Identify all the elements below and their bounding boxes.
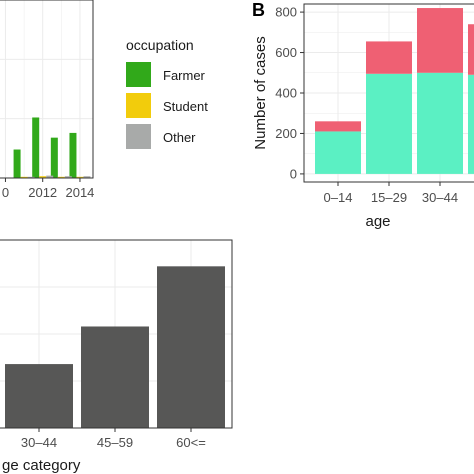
panel-b-tag: B (252, 0, 265, 20)
panel-c-x-ticks: 30–44 45–59 60<= (21, 428, 206, 450)
panel-b-bar-lower (417, 72, 463, 174)
legend-key-student (126, 93, 151, 118)
panel-c-bars (5, 266, 225, 428)
panel-a-bar-student (20, 176, 28, 178)
panel-b-y-tick-label: 200 (275, 126, 297, 141)
occupation-legend: occupation Farmer Student Other (126, 37, 208, 149)
panel-a-x-tick-label: 2014 (65, 185, 94, 200)
panel-a-bar-other (64, 176, 72, 178)
legend-label-farmer: Farmer (163, 68, 206, 83)
panel-b-bar-lower (366, 73, 412, 174)
panel-b-bars (315, 8, 474, 174)
panel-b-bar-lower (315, 131, 361, 174)
panel-b-y-axis-title: Number of cases (252, 36, 269, 149)
panel-c-x-axis-title: ge category (2, 457, 81, 474)
panel-c-bar (81, 326, 149, 428)
panel-a-bars (13, 117, 91, 178)
panel-c-bar (5, 364, 73, 428)
panel-a-bar-other (27, 176, 35, 178)
panel-b-bar-upper (366, 41, 412, 74)
panel-a-border (0, 0, 94, 179)
panel-b-x-tick-label: 0–14 (324, 190, 353, 205)
panel-b-x-axis-title: age (365, 213, 390, 230)
panel-b-x-tick-label: 15–29 (371, 190, 407, 205)
panel-a-bar-farmer (50, 137, 58, 178)
panel-a-grid (0, 0, 93, 178)
panel-b-y-tick-label: 0 (290, 166, 297, 181)
panel-a: 0 2012 2014 (0, 0, 94, 200)
legend-label-student: Student (163, 99, 208, 114)
panel-a-bar-farmer (32, 117, 40, 178)
legend-key-other (126, 124, 151, 149)
panel-b-bar-upper (417, 8, 463, 73)
panel-c-x-tick-label: 60<= (176, 435, 206, 450)
panel-a-bar-student (76, 176, 84, 178)
panel-b-bar-lower (468, 74, 474, 174)
panel-a-x-tick-label: 2012 (28, 185, 57, 200)
legend-label-other: Other (163, 130, 196, 145)
panel-a-bar-farmer (69, 132, 77, 178)
panel-a-background (0, 0, 93, 178)
panel-b-bar-upper (468, 24, 474, 75)
legend-title: occupation (126, 37, 194, 53)
panel-b-x-tick-label: 30–44 (422, 190, 458, 205)
panel-b-y-ticks: 0 200 400 600 800 (275, 5, 304, 181)
panel-a-x-ticks: 0 2012 2014 (2, 178, 94, 200)
panel-c-bar (157, 266, 225, 428)
panel-a-x-tick-label: 0 (2, 185, 9, 200)
panel-b-y-tick-label: 800 (275, 5, 297, 20)
panel-a-bar-other (83, 176, 91, 178)
panel-b-y-tick-label: 600 (275, 45, 297, 60)
panel-a-bar-other (46, 175, 54, 178)
panel-a-bar-student (57, 176, 65, 178)
panel-a-bar-student (39, 176, 47, 178)
panel-b-bar-upper (315, 121, 361, 132)
panel-c-x-tick-label: 30–44 (21, 435, 57, 450)
panel-a-bar-farmer (13, 149, 21, 178)
panel-b-y-tick-label: 400 (275, 86, 297, 101)
panel-c: 30–44 45–59 60<= ge category (0, 239, 233, 474)
panel-c-x-tick-label: 45–59 (97, 435, 133, 450)
legend-key-farmer (126, 62, 151, 87)
